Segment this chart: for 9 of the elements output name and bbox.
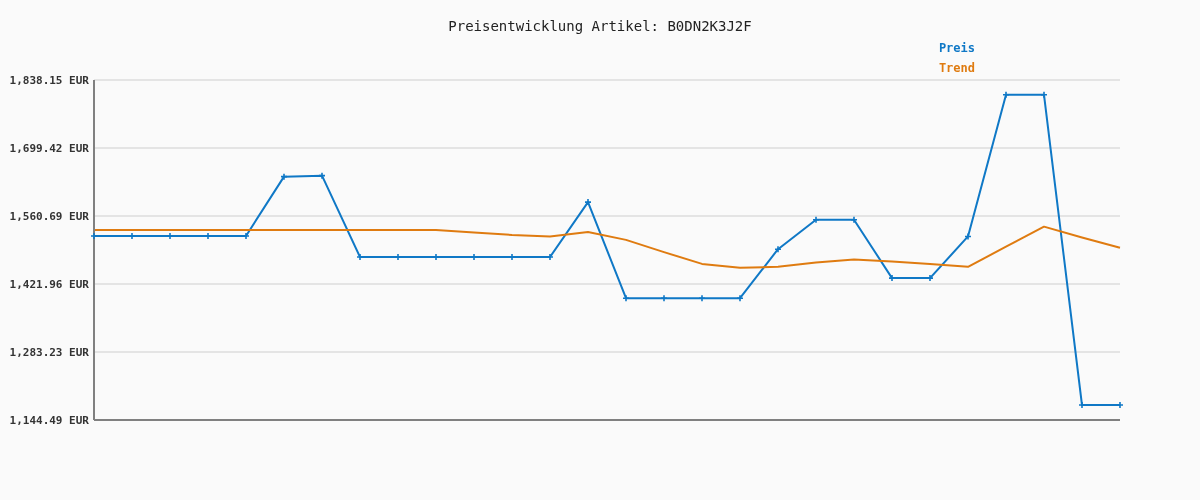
chart-title: Preisentwicklung Artikel: B0DN2K3J2F — [447, 18, 753, 34]
text: Preis — [938, 40, 975, 57]
text: Trend — [938, 60, 975, 77]
y-tick-label: 1,421.96 EUR — [9, 277, 90, 291]
y-tick-label: 1,838.15 EUR — [9, 73, 90, 87]
y-tick-label: 1,560.69 EUR — [9, 209, 90, 223]
y-tick-label: 1,699.42 EUR — [9, 141, 90, 155]
y-tick-label: 1,283.23 EUR — [9, 345, 90, 359]
y-tick-label: 1,144.49 EUR — [9, 413, 90, 427]
